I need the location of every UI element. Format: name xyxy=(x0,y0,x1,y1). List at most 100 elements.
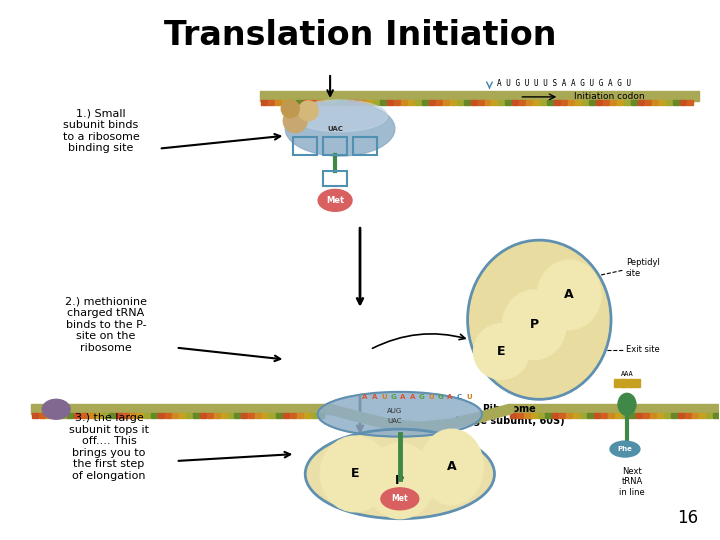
Bar xyxy=(81,413,87,418)
Bar xyxy=(282,100,288,105)
Bar xyxy=(638,100,644,105)
Bar xyxy=(186,413,192,418)
Bar xyxy=(415,100,420,105)
Bar xyxy=(505,100,511,105)
Bar xyxy=(275,100,282,105)
Text: Met: Met xyxy=(326,196,344,205)
Bar xyxy=(622,413,628,418)
Bar xyxy=(324,100,330,105)
Bar xyxy=(614,380,624,387)
Bar xyxy=(692,413,698,418)
Bar xyxy=(617,100,623,105)
Bar xyxy=(594,413,600,418)
Bar xyxy=(498,100,505,105)
Bar xyxy=(554,100,560,105)
Bar xyxy=(631,100,637,105)
Bar xyxy=(318,413,324,418)
Bar xyxy=(102,413,108,418)
Bar xyxy=(652,100,658,105)
Bar xyxy=(116,413,122,418)
Bar xyxy=(664,413,670,418)
Bar xyxy=(657,413,663,418)
Text: G: G xyxy=(390,394,396,400)
Ellipse shape xyxy=(305,429,495,519)
Bar xyxy=(471,100,477,105)
Bar xyxy=(323,137,347,154)
Bar xyxy=(144,413,150,418)
Text: AUG: AUG xyxy=(387,408,402,414)
Bar xyxy=(526,100,532,105)
Circle shape xyxy=(298,101,318,121)
Bar xyxy=(547,100,553,105)
Ellipse shape xyxy=(537,260,601,330)
Text: A: A xyxy=(400,394,405,400)
Bar xyxy=(150,413,157,418)
Bar xyxy=(561,100,567,105)
Bar xyxy=(310,100,316,105)
Text: G: G xyxy=(419,394,425,400)
Bar xyxy=(666,100,672,105)
Ellipse shape xyxy=(365,443,435,519)
Bar xyxy=(629,413,635,418)
Text: Phe: Phe xyxy=(618,446,632,452)
Ellipse shape xyxy=(467,240,611,400)
Text: Next
tRNA
in line: Next tRNA in line xyxy=(619,467,645,497)
Bar xyxy=(290,413,296,418)
Bar xyxy=(540,100,546,105)
Bar xyxy=(539,413,544,418)
Bar xyxy=(713,413,719,418)
Ellipse shape xyxy=(318,190,352,211)
Bar xyxy=(408,100,414,105)
Circle shape xyxy=(282,100,300,118)
Text: Ribosome
(large subunit, 60S): Ribosome (large subunit, 60S) xyxy=(454,404,564,426)
Bar xyxy=(214,413,220,418)
Bar xyxy=(685,413,690,418)
Bar xyxy=(130,413,136,418)
Ellipse shape xyxy=(293,100,387,132)
Bar xyxy=(387,100,393,105)
Text: P: P xyxy=(530,318,539,331)
Bar xyxy=(428,100,435,105)
Text: UAC: UAC xyxy=(387,418,402,424)
Bar xyxy=(305,413,310,418)
Bar xyxy=(60,413,66,418)
Ellipse shape xyxy=(318,392,482,437)
Bar xyxy=(303,100,309,105)
Bar xyxy=(698,413,705,418)
Bar xyxy=(345,100,351,105)
Bar xyxy=(422,100,428,105)
Bar xyxy=(311,413,318,418)
Text: Translation Initiation: Translation Initiation xyxy=(163,19,557,52)
Bar xyxy=(485,100,490,105)
Bar xyxy=(248,413,254,418)
Bar xyxy=(624,100,630,105)
Ellipse shape xyxy=(610,441,640,457)
Bar xyxy=(323,171,347,186)
Ellipse shape xyxy=(420,429,484,505)
Bar xyxy=(477,100,484,105)
Bar xyxy=(67,413,73,418)
Bar xyxy=(199,413,206,418)
Bar xyxy=(40,413,45,418)
Bar xyxy=(645,100,651,105)
Bar xyxy=(235,413,240,418)
Bar xyxy=(261,91,698,101)
Bar xyxy=(193,413,199,418)
Text: C: C xyxy=(457,394,462,400)
Bar xyxy=(53,413,59,418)
Bar xyxy=(207,413,212,418)
Bar xyxy=(318,100,323,105)
Bar xyxy=(678,413,684,418)
Bar xyxy=(109,413,115,418)
Bar xyxy=(671,413,677,418)
Bar xyxy=(394,100,400,105)
Bar xyxy=(687,100,693,105)
Bar xyxy=(331,100,337,105)
Bar xyxy=(137,413,143,418)
Bar xyxy=(519,100,526,105)
Ellipse shape xyxy=(381,488,419,510)
Bar xyxy=(513,100,518,105)
Bar xyxy=(706,413,711,418)
Text: A: A xyxy=(564,288,574,301)
Bar xyxy=(622,380,632,387)
